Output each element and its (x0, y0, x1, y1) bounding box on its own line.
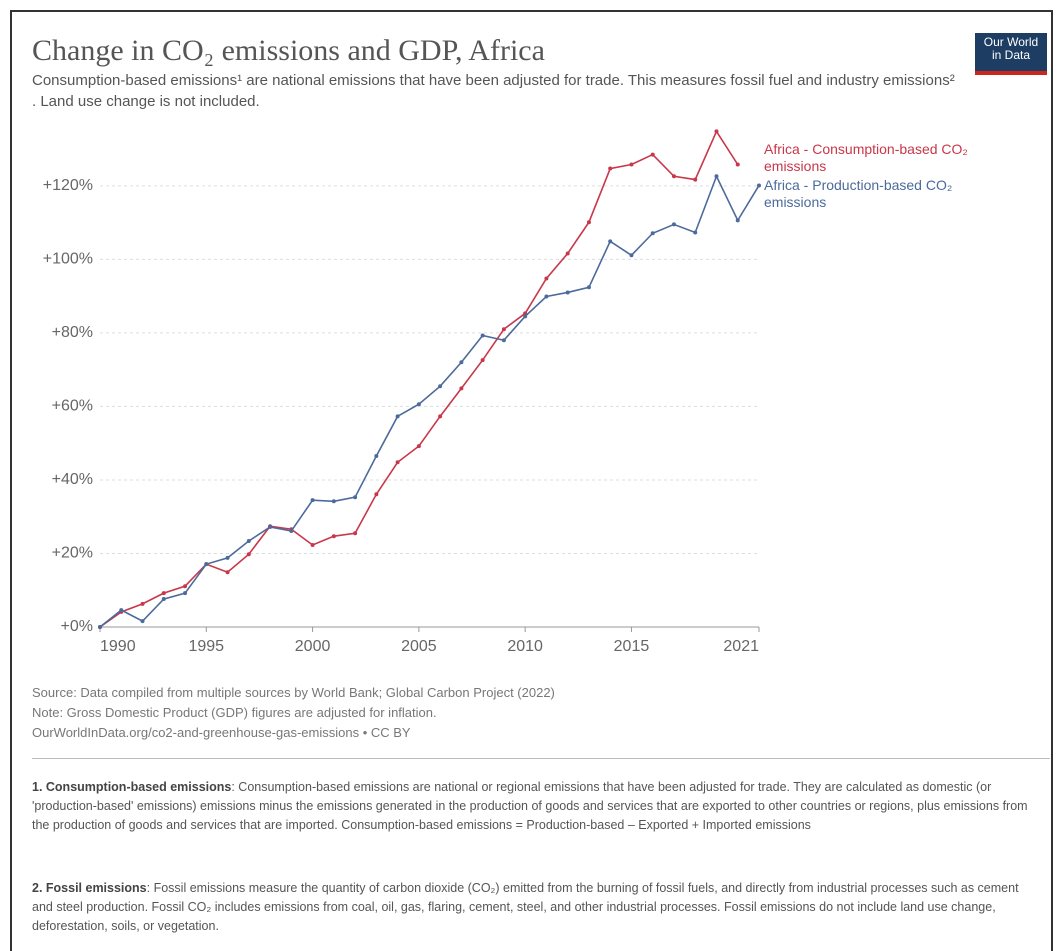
point (523, 314, 528, 319)
point (395, 460, 400, 465)
point (98, 625, 102, 629)
legend-entry: Africa - Production-based CO₂ emissions (764, 177, 953, 210)
series-line (99, 129, 739, 628)
point (225, 570, 230, 575)
x-tick-label: 2005 (401, 638, 437, 655)
footnote-text: : Consumption-based emissions are nation… (32, 780, 1028, 832)
point (480, 358, 485, 363)
y-tick-label: +60% (52, 398, 93, 415)
footnote-text: : Fossil emissions measure the quantity … (32, 881, 1019, 933)
point (119, 608, 124, 613)
point (310, 498, 315, 503)
point (140, 601, 145, 606)
point (501, 338, 506, 343)
point (608, 166, 613, 171)
separator (32, 758, 1050, 759)
x-tick-label: 1995 (188, 638, 224, 655)
point (693, 230, 698, 235)
y-tick-label: +80% (52, 324, 93, 341)
y-tick-label: +120% (43, 177, 93, 194)
point (459, 386, 464, 391)
point (331, 534, 336, 539)
point (629, 253, 634, 258)
footnote-term: 2. Fossil emissions (32, 881, 147, 895)
point (671, 174, 676, 179)
point (416, 402, 421, 407)
url[interactable]: OurWorldInData.org/co2-and-greenhouse-ga… (32, 725, 411, 740)
point (246, 552, 251, 557)
point (459, 360, 464, 365)
point (140, 619, 145, 624)
point (310, 543, 315, 548)
point (183, 584, 188, 589)
point (650, 152, 655, 157)
point (608, 239, 613, 244)
chart-title: Change in CO₂ emissions and GDP, Africa (32, 34, 545, 67)
y-tick-label: +0% (61, 618, 93, 635)
x-tick-label: 1990 (100, 638, 136, 655)
chart: +0% +20% +40% +60% +80% +100% +120% 1990 1995 200… (43, 129, 761, 655)
point (416, 444, 421, 449)
point (501, 327, 506, 332)
legend-entry: Africa - Consumption-based CO₂ emissions (764, 141, 968, 174)
point (714, 174, 719, 179)
point (374, 454, 379, 459)
footnote-term: 1. Consumption-based emissions (32, 780, 232, 794)
point (353, 495, 358, 500)
point (480, 333, 485, 338)
point (438, 384, 443, 389)
source: Source: Data compiled from multiple sour… (32, 685, 555, 700)
logo[interactable]: Our World in Data (975, 33, 1047, 75)
point (183, 591, 188, 596)
point (161, 591, 166, 596)
point (714, 129, 719, 134)
point (693, 177, 698, 182)
point (586, 220, 591, 225)
point (395, 414, 400, 419)
point (225, 555, 230, 560)
y-tick-label: +20% (52, 545, 93, 562)
point (374, 492, 379, 497)
point (161, 597, 166, 602)
point (650, 231, 655, 236)
point (629, 162, 634, 167)
x-tick-label: 2010 (507, 638, 543, 655)
point (757, 183, 761, 188)
footnote: 2. Fossil emissions: Fossil emissions me… (32, 879, 1042, 936)
x-tick-label: 2015 (614, 638, 650, 655)
point (246, 538, 251, 543)
point (268, 525, 273, 529)
point (544, 276, 549, 281)
frame (10, 10, 1053, 951)
footnote: 1. Consumption-based emissions: Consumpt… (32, 778, 1042, 835)
y-tick-label: +40% (52, 471, 93, 488)
point (735, 218, 740, 223)
y-tick-label: +100% (43, 251, 93, 268)
point (289, 529, 294, 534)
point (204, 562, 209, 567)
point (331, 499, 336, 504)
point (353, 531, 358, 536)
point (438, 414, 443, 419)
series-line (99, 174, 760, 628)
note: Note: Gross Domestic Product (GDP) figur… (32, 705, 437, 720)
x-tick-label: 2000 (295, 638, 331, 655)
point (735, 162, 740, 167)
point (565, 290, 570, 295)
chart-subtitle: Consumption-based emissions¹ are nationa… (32, 72, 955, 110)
point (565, 251, 570, 256)
point (544, 294, 549, 299)
point (671, 222, 676, 227)
x-tick-label: 2021 (723, 638, 759, 655)
point (586, 285, 591, 290)
